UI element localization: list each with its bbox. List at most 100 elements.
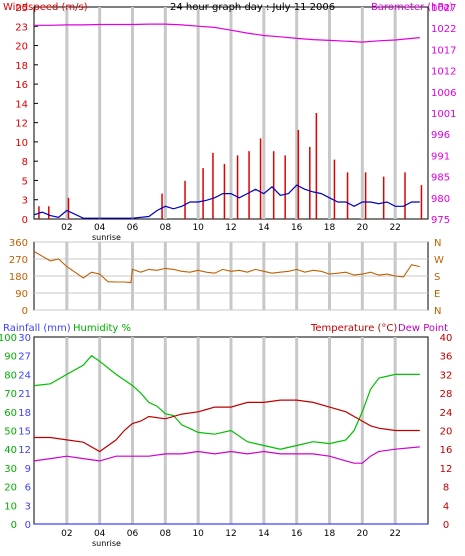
time-gridlines: [65, 7, 397, 524]
data-marks: [33, 23, 428, 525]
windspeed-tick: 14: [15, 99, 28, 110]
rainfall-tick: 9: [25, 464, 31, 475]
windspeed-tick: 10: [15, 138, 28, 149]
humidity-tick: 50: [4, 427, 17, 438]
barometer-axis-label: Barometer (hPa): [371, 2, 453, 13]
wind-direction-line: [33, 250, 420, 284]
barometer-tick: 980: [431, 194, 450, 205]
humidity-tick: 90: [4, 352, 17, 363]
time-tick-label-bottom: 18: [324, 529, 336, 539]
rainfall-tick: 27: [18, 352, 31, 363]
rainfall-tick: 18: [18, 408, 31, 419]
humidity-axis-label: Humidity %: [73, 323, 131, 334]
rainfall-tick: 30: [18, 333, 31, 344]
temperature-tick: 36: [440, 352, 453, 363]
time-tick-label-bottom: 10: [192, 529, 204, 539]
chart-title: 24 hour graph day : July 11 2006: [170, 2, 335, 13]
windspeed-tick: 8: [22, 157, 28, 168]
humidity-line: [33, 354, 420, 450]
sunrise-label-top: sunrise: [92, 233, 121, 242]
compass-tick: W: [434, 255, 444, 266]
humidity-tick: 100: [0, 333, 17, 344]
time-tick-label-bottom: 06: [127, 529, 139, 539]
compass-tick: N: [434, 306, 441, 317]
time-tick-label-top: 02: [61, 223, 72, 233]
time-tick-label-top: 10: [192, 223, 204, 233]
windspeed-tick: 12: [15, 119, 28, 130]
humidity-tick: 40: [4, 445, 17, 456]
time-tick-label-top: 18: [324, 223, 336, 233]
temperature-tick: 20: [440, 427, 453, 438]
windspeed-tick: 5: [22, 176, 28, 187]
windspeed-axis-label: Windspeed (m/s): [3, 2, 88, 13]
temperature-tick: 28: [440, 389, 453, 400]
windspeed-tick: 18: [15, 61, 28, 72]
compass-tick: S: [434, 272, 440, 283]
barometer-tick: 1017: [431, 45, 456, 56]
direction-tick: 90: [15, 289, 28, 300]
windspeed-tick: 3: [22, 196, 28, 207]
barometer-tick: 1027: [431, 3, 456, 14]
time-tick-label-top: 08: [160, 223, 172, 233]
humidity-tick: 80: [4, 370, 17, 381]
time-tick-label-top: 22: [389, 223, 400, 233]
time-tick-label-top: 12: [225, 223, 236, 233]
barometer-line: [34, 23, 420, 43]
rainfall-tick: 12: [18, 445, 31, 456]
temperature-tick: 0: [443, 520, 449, 531]
rainfall-tick: 15: [18, 427, 31, 438]
time-tick-label-bottom: 16: [291, 529, 303, 539]
barometer-tick: 1006: [431, 88, 456, 99]
humidity-tick: 70: [4, 389, 17, 400]
barometer-tick: 1001: [431, 109, 456, 120]
time-tick-label-top: 04: [94, 223, 106, 233]
rainfall-tick: 24: [18, 370, 31, 381]
humidity-tick: 0: [11, 520, 17, 531]
temperature-tick: 8: [443, 483, 449, 494]
compass-tick: N: [434, 238, 441, 249]
value-gridlines: [34, 241, 428, 311]
windspeed-tick: 16: [15, 80, 28, 91]
time-tick-label-bottom: 12: [225, 529, 236, 539]
direction-tick: 270: [9, 255, 28, 266]
humidity-tick: 10: [4, 501, 17, 512]
rainfall-tick: 6: [25, 483, 31, 494]
time-tick-label-top: 20: [357, 223, 369, 233]
direction-tick: 180: [9, 272, 28, 283]
barometer-tick: 975: [431, 215, 450, 226]
compass-tick: E: [434, 289, 440, 300]
rainfall-tick: 0: [25, 520, 31, 531]
rainfall-tick: 21: [18, 389, 31, 400]
temperature-axis-label: Temperature (°C): [310, 323, 397, 334]
rainfall-tick: 3: [25, 501, 31, 512]
windspeed-line: [33, 184, 420, 219]
tick-labels: 0202040406060808101012121414161618182020…: [0, 3, 456, 539]
temperature-tick: 24: [440, 408, 453, 419]
temperature-line: [34, 399, 420, 453]
time-tick-label-bottom: 14: [258, 529, 270, 539]
barometer-tick: 1022: [431, 24, 456, 35]
humidity-tick: 30: [4, 464, 17, 475]
barometer-tick: 985: [431, 173, 450, 184]
temperature-tick: 32: [440, 370, 453, 381]
dewpoint-line: [33, 446, 420, 464]
temperature-tick: 16: [440, 445, 453, 456]
windspeed-tick: 25: [15, 3, 28, 14]
dewpoint-axis-label: Dew Point: [398, 323, 448, 334]
direction-tick: 360: [9, 238, 28, 249]
temperature-tick: 4: [443, 501, 449, 512]
windspeed-tick: 0: [22, 215, 28, 226]
time-tick-label-bottom: 22: [389, 529, 400, 539]
time-tick-label-bottom: 20: [357, 529, 369, 539]
time-tick-label-top: 14: [258, 223, 270, 233]
barometer-tick: 991: [431, 151, 450, 162]
temperature-tick: 12: [440, 464, 453, 475]
humidity-tick: 20: [4, 483, 17, 494]
barometer-tick: 1012: [431, 67, 456, 78]
time-tick-label-top: 16: [291, 223, 303, 233]
time-tick-label-bottom: 04: [94, 529, 106, 539]
windspeed-tick: 23: [15, 22, 28, 33]
rainfall-axis-label: Rainfall (mm): [3, 323, 71, 334]
barometer-tick: 996: [431, 130, 450, 141]
